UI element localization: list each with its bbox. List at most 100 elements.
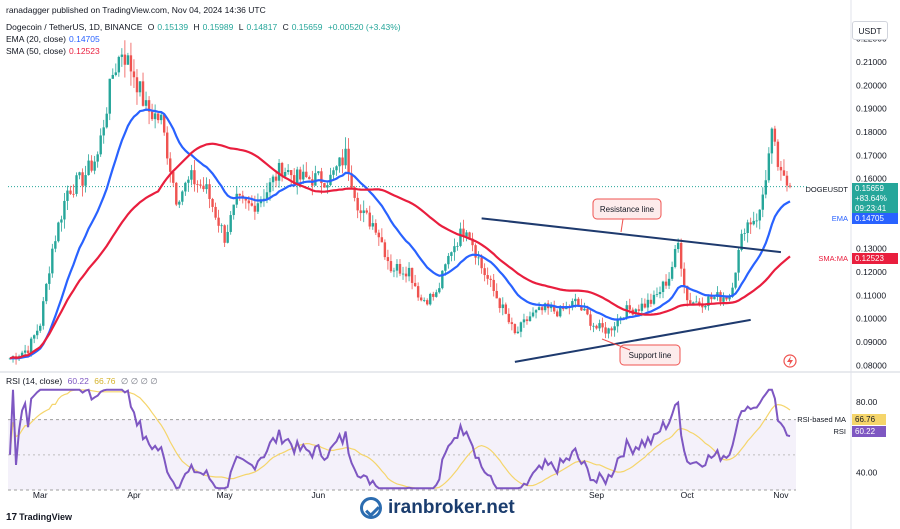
- candle-body: [320, 171, 323, 184]
- candle-body: [51, 248, 54, 274]
- candle-body: [42, 301, 45, 326]
- candle-body: [235, 193, 238, 205]
- x-tick-label: May: [217, 490, 234, 500]
- candle-body: [522, 319, 526, 323]
- y-tick-label: 0.21000: [856, 57, 887, 67]
- candle-body: [404, 273, 408, 277]
- x-tick-label: Sep: [589, 490, 604, 500]
- candle-body: [344, 148, 347, 166]
- candle-body: [459, 228, 462, 246]
- sma-legend[interactable]: SMA (50, close) 0.12523: [6, 46, 100, 56]
- candle-body: [767, 153, 771, 181]
- candle-body: [468, 232, 471, 239]
- resistance-label: Resistance line: [600, 205, 655, 214]
- currency-selector[interactable]: USDT: [852, 21, 888, 40]
- candle-body: [556, 311, 559, 317]
- candle-body: [601, 323, 604, 328]
- candle-body: [749, 222, 752, 225]
- candle-body: [507, 313, 511, 323]
- rsi-tag-value: 60.22: [855, 427, 876, 436]
- candle-body: [383, 242, 387, 258]
- candle-body: [374, 223, 378, 233]
- candle-body: [501, 304, 504, 309]
- candle-body: [628, 305, 631, 310]
- candle-body: [453, 246, 456, 253]
- candle-body: [682, 268, 686, 286]
- candle-body: [81, 172, 84, 186]
- candle-body: [540, 307, 544, 311]
- rsi-line: [9, 388, 791, 490]
- candle-body: [102, 127, 105, 136]
- candle-body: [471, 238, 474, 246]
- y-tick-label: 0.09000: [856, 337, 887, 347]
- candle-body: [184, 182, 187, 192]
- candle-body: [229, 215, 232, 232]
- candle-body: [679, 242, 683, 269]
- candle-body: [126, 55, 130, 65]
- candle-body: [416, 286, 420, 298]
- candle-body: [54, 241, 57, 249]
- candle-body: [728, 296, 731, 300]
- candle-body: [752, 220, 755, 225]
- candle-body: [664, 281, 668, 286]
- y-tick-label: 0.13000: [856, 244, 887, 254]
- candle-body: [610, 328, 613, 331]
- price-tag: [852, 183, 898, 213]
- candle-body: [120, 54, 124, 57]
- candle-body: [265, 192, 269, 199]
- candle-body: [217, 217, 220, 226]
- candle-body: [347, 148, 350, 174]
- candle-body: [492, 279, 495, 291]
- candle-body: [138, 81, 142, 93]
- candle-body: [740, 233, 743, 250]
- ema-tag: [852, 213, 898, 224]
- candle-body: [144, 100, 148, 106]
- candle-body: [531, 312, 535, 317]
- candle-body: [537, 307, 541, 311]
- candle-body: [559, 305, 562, 317]
- candle-body: [761, 194, 764, 210]
- candle-body: [202, 185, 205, 190]
- ema-tag-value: 0.14705: [855, 214, 884, 223]
- candle-body: [622, 317, 625, 319]
- candle-body: [181, 191, 184, 202]
- ema-legend[interactable]: EMA (20, close) 0.14705: [6, 34, 100, 44]
- candle-body: [377, 232, 381, 238]
- candle-body: [20, 352, 24, 357]
- candle-body: [616, 318, 619, 327]
- candle-body: [72, 193, 75, 195]
- candle-body: [392, 270, 396, 272]
- candle-body: [90, 160, 93, 171]
- candle-body: [262, 198, 266, 200]
- candle-body: [232, 204, 235, 216]
- rsi-ma-tag: [852, 414, 886, 425]
- low-value: 0.14817: [246, 22, 278, 32]
- candle-body: [737, 249, 740, 273]
- y-tick-label: 0.08000: [856, 360, 887, 370]
- candle-body: [746, 222, 749, 234]
- ema-tag-bg: [828, 213, 850, 224]
- watermark: iranbroker.net: [360, 497, 515, 519]
- candle-body: [571, 301, 574, 308]
- y-tick-label: 0.16000: [856, 174, 887, 184]
- rsi-tick-label: 40.00: [856, 467, 878, 477]
- price-tag-change: +83.64%: [855, 194, 887, 203]
- resistance-line: [481, 217, 782, 254]
- x-tick-label: Mar: [33, 490, 48, 500]
- candle-body: [199, 184, 202, 186]
- candle-body: [29, 338, 33, 354]
- candle-body: [574, 298, 577, 302]
- candle-body: [401, 273, 405, 275]
- candle-body: [465, 232, 468, 237]
- y-tick-label: 0.18000: [856, 127, 887, 137]
- candle-body: [156, 113, 160, 121]
- ema20-line: [9, 108, 791, 360]
- broker-logo-icon: [360, 497, 382, 519]
- candle-body: [513, 324, 517, 334]
- candle-body: [426, 300, 429, 305]
- candle-body: [667, 278, 671, 286]
- rsi-legend[interactable]: RSI (14, close) 60.22 66.76 ∅ ∅ ∅ ∅: [6, 376, 158, 386]
- candle-body: [480, 257, 483, 269]
- candle-body: [519, 322, 523, 332]
